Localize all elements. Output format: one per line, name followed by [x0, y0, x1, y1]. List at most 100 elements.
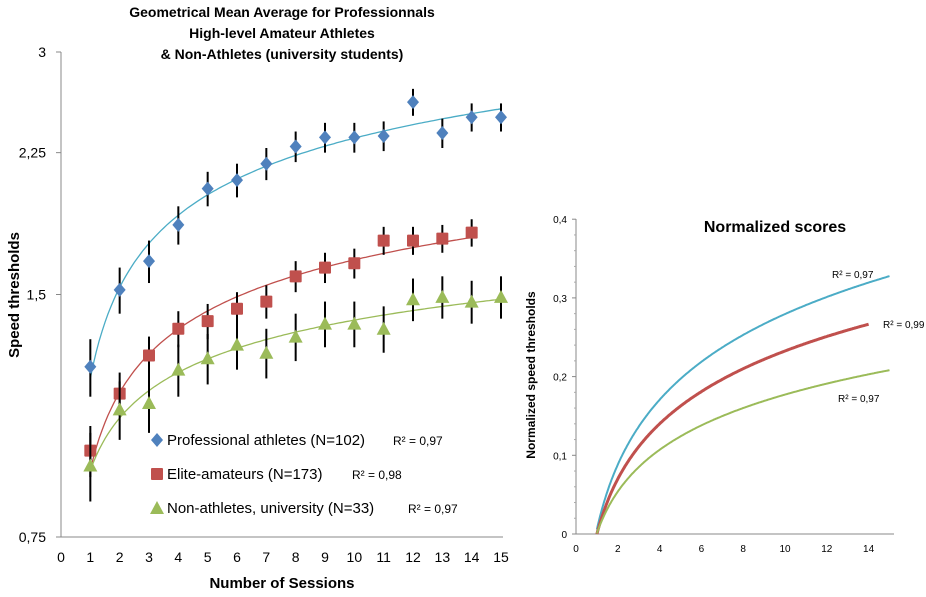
- normalized-y-tick-label: 0,2: [553, 373, 567, 384]
- data-point: [377, 234, 390, 247]
- main-x-tick-label: 8: [292, 549, 300, 565]
- main-x-tick-label: 15: [493, 549, 509, 565]
- data-point: [201, 181, 214, 196]
- normalized-r2-red: R² = 0,99: [883, 320, 925, 331]
- series-square: [84, 219, 478, 478]
- main-y-axis-title: Speed thresholds: [6, 232, 23, 358]
- data-point: [259, 345, 274, 359]
- main-x-tick-label: 5: [204, 549, 212, 565]
- data-point: [464, 294, 479, 308]
- r2-professional: R² = 0,97: [393, 434, 443, 448]
- normalized-x-tick-label: 10: [779, 544, 791, 555]
- main-x-axis-title: Number of Sessions: [209, 575, 354, 592]
- data-point: [348, 257, 361, 270]
- data-point: [171, 362, 186, 376]
- data-point: [319, 130, 331, 145]
- normalized-x-tick-label: 0: [573, 544, 579, 555]
- data-point: [436, 232, 449, 245]
- data-point: [318, 316, 332, 330]
- normalized-chart: Normalized scores 0,4 0,3 0,2 0,1 0 0 2 4 6 8 10 1…: [524, 215, 925, 555]
- data-point: [231, 173, 243, 188]
- data-point: [201, 315, 214, 328]
- r2-non-athletes: R² = 0,97: [408, 502, 458, 516]
- data-point: [231, 302, 243, 315]
- data-point: [230, 337, 244, 351]
- data-point: [407, 95, 419, 110]
- main-y-tick-label: 3: [38, 44, 46, 60]
- data-point: [84, 359, 97, 374]
- data-point: [289, 139, 302, 154]
- main-x-tick-label: 9: [321, 549, 329, 565]
- data-point: [143, 349, 155, 362]
- main-chart: Geometrical Mean Average for Professionn…: [6, 4, 509, 592]
- data-point: [376, 321, 391, 335]
- normalized-x-tick-label: 6: [699, 544, 705, 555]
- normalized-curve: [595, 369, 890, 534]
- legend-marker: [150, 501, 164, 514]
- trendline: [89, 236, 472, 470]
- data-point: [377, 128, 390, 143]
- main-x-tick-label: 10: [347, 549, 363, 565]
- data-point: [407, 234, 419, 247]
- data-point: [465, 226, 478, 239]
- main-title-line-2: High-level Amateur Athletes: [189, 25, 375, 41]
- main-x-tick-label: 3: [145, 549, 153, 565]
- normalized-title: Normalized scores: [704, 219, 846, 236]
- main-x-tick-label: 2: [116, 549, 124, 565]
- legend-label-professional: Professional athletes (N=102): [167, 432, 365, 449]
- main-title-line-1: Geometrical Mean Average for Professionn…: [129, 4, 435, 20]
- data-point: [494, 289, 508, 303]
- normalized-curve: [595, 275, 890, 530]
- main-y-tick-label: 2,25: [19, 145, 46, 161]
- main-x-tick-label: 7: [262, 549, 270, 565]
- series-diamond: [84, 88, 507, 397]
- data-point: [406, 292, 420, 306]
- normalized-y-axis-title: Normalized speed thresholds: [524, 291, 538, 459]
- data-point: [288, 329, 303, 343]
- main-title-line-3: & Non-Athletes (university students): [161, 46, 404, 62]
- normalized-y-tick-label: 0: [561, 530, 567, 541]
- data-point: [319, 261, 331, 274]
- normalized-x-tick-label: 8: [740, 544, 746, 555]
- data-point: [435, 289, 450, 303]
- data-point: [142, 396, 156, 410]
- data-point: [143, 254, 155, 269]
- normalized-r2-blue: R² = 0,97: [832, 270, 874, 281]
- data-point: [200, 351, 215, 365]
- main-x-tick-label: 14: [464, 549, 480, 565]
- data-point: [348, 130, 361, 145]
- main-y-tick-label: 1,5: [27, 287, 47, 303]
- data-point: [260, 295, 273, 308]
- normalized-y-tick-label: 0,3: [553, 294, 567, 305]
- main-x-tick-label: 11: [376, 549, 391, 565]
- normalized-y-tick-label: 0,4: [553, 215, 567, 226]
- data-point: [113, 282, 126, 297]
- normalized-x-tick-label: 2: [615, 544, 621, 555]
- data-point: [495, 110, 507, 125]
- main-y-tick-label: 0,75: [19, 529, 46, 545]
- normalized-x-tick-label: 4: [657, 544, 663, 555]
- data-point: [83, 458, 98, 472]
- data-point: [436, 125, 449, 140]
- main-x-tick-label: 0: [57, 549, 65, 565]
- series-triangle: [83, 276, 508, 502]
- data-point: [172, 322, 185, 335]
- data-point: [260, 156, 273, 171]
- main-x-tick-label: 4: [174, 549, 182, 565]
- main-x-tick-label: 6: [233, 549, 241, 565]
- main-x-tick-label: 1: [86, 549, 94, 565]
- legend-marker: [151, 468, 163, 480]
- normalized-r2-green: R² = 0,97: [838, 394, 880, 405]
- legend-marker: [151, 433, 163, 447]
- legend-label-elite: Elite-amateurs (N=173): [167, 466, 322, 483]
- legend-label-non-athletes: Non-athletes, university (N=33): [167, 500, 374, 517]
- data-point: [112, 402, 127, 416]
- normalized-x-tick-label: 12: [821, 544, 833, 555]
- data-point: [289, 270, 302, 283]
- main-x-tick-label: 13: [435, 549, 451, 565]
- normalized-x-tick-label: 14: [863, 544, 875, 555]
- normalized-y-tick-label: 0,1: [553, 451, 567, 462]
- data-point: [347, 316, 362, 330]
- data-point: [172, 217, 185, 232]
